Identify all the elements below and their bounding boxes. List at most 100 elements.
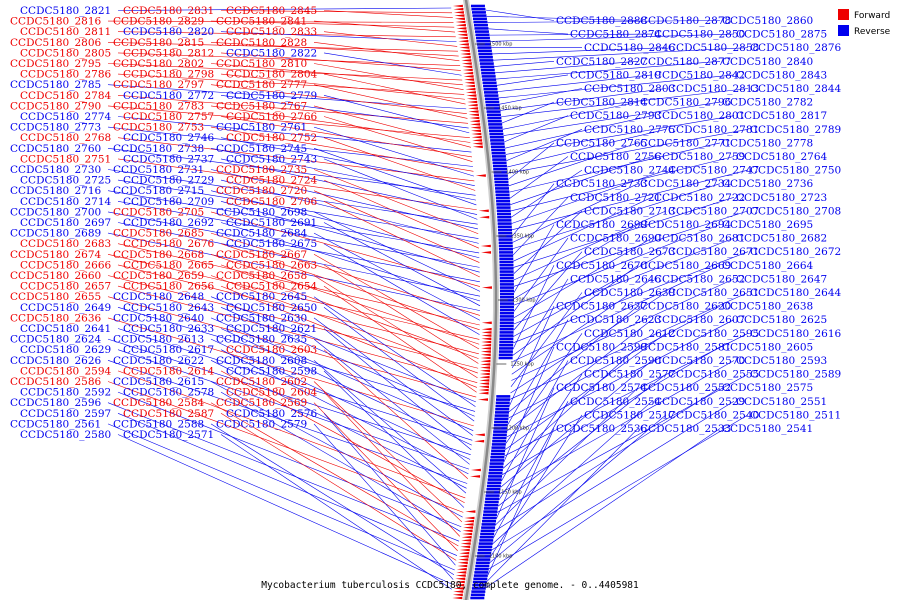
left-gene-label: CCDC5180_2822 [226,47,317,59]
left-label-connector [313,169,479,235]
reverse-gene [490,142,505,145]
reverse-gene [496,209,511,213]
left-label-connector [107,275,479,369]
left-gene-label: CCDC5180_2649 [20,302,111,314]
left-gene-label: CCDC5180_2777 [216,79,307,91]
right-label-connector [506,129,583,161]
right-gene-label: CCDC5180_2813 [668,83,759,95]
forward-gene [456,571,467,574]
legend: Forward Reverse [838,9,891,37]
left-label-connector [313,275,478,379]
forward-gene [481,286,492,289]
reverse-gene [484,503,499,507]
right-gene-label: CCDC5180_2599 [556,341,647,353]
forward-gene [459,548,470,552]
left-label-connector [313,20,456,33]
left-label-connector [107,338,471,455]
left-gene-label: CCDC5180_2674 [10,249,102,261]
reverse-gene [491,449,506,453]
reverse-gene [494,414,509,417]
forward-gene [462,65,473,69]
right-gene-label: CCDC5180_2744 [584,165,676,177]
right-label-connector [489,33,653,36]
reverse-gene [478,55,493,59]
forward-gene [459,49,470,53]
forward-gene [456,30,467,33]
right-gene-label: CCDC5180_2874 [570,29,662,41]
reverse-gene [486,487,501,491]
right-label-connector [502,101,639,130]
right-gene-label: CCDC5180_2620 [640,301,731,313]
right-label-connector [492,401,653,544]
genome-axis-line [464,0,498,600]
reverse-gene [487,478,502,481]
left-label-connector [323,179,480,249]
right-label-connector [506,129,667,168]
right-gene-label: CCDC5180_2672 [750,246,841,258]
forward-gene [478,209,489,213]
left-gene-label: CCDC5180_2621 [226,323,317,335]
left-gene-label: CCDC5180_2760 [10,143,101,155]
right-label-connector [513,251,583,331]
forward-gene [455,577,466,581]
left-label-connector [117,222,481,297]
left-gene-label: CCDC5180_2666 [20,259,112,271]
right-gene-label: CCDC5180_2623 [570,314,661,326]
reverse-gene [498,244,513,248]
forward-gene [479,369,490,373]
forward-gene [481,347,492,350]
left-label-connector [220,285,478,388]
left-gene-label: CCDC5180_2743 [226,153,317,165]
forward-gene [465,84,476,88]
right-label-connector [503,346,555,463]
left-label-connector [210,402,459,547]
right-label-connector [501,360,569,482]
reverse-gene [483,87,498,91]
reverse-gene [499,257,514,261]
forward-gene [462,532,473,536]
left-gene-label: CCDC5180_2624 [10,334,102,346]
right-label-connector [510,292,667,394]
reverse-gene [491,148,506,152]
right-gene-label: CCDC5180_2638 [722,301,813,313]
forward-gene [455,574,466,577]
right-gene-label: CCDC5180_2673 [584,246,675,258]
right-label-connector [494,61,555,67]
right-label-connector [504,115,569,143]
reverse-gene [477,46,492,49]
right-gene-label: CCDC5180_2771 [640,137,731,149]
left-gene-label: CCDC5180_2654 [226,281,318,293]
forward-gene [481,340,492,344]
forward-gene [481,343,492,347]
right-gene-label: CCDC5180_2671 [668,246,759,258]
reverse-gene [497,215,512,219]
right-label-connector [493,401,569,538]
forward-gene [464,519,475,523]
reverse-gene [497,222,512,225]
right-gene-label: CCDC5180_2877 [640,56,731,68]
left-label-connector [117,391,462,528]
right-label-connector [507,319,653,431]
right-gene-label: CCDC5180_2850 [654,29,745,41]
left-label-connector [313,254,480,350]
right-gene-label: CCDC5180_2575 [722,382,813,394]
reverse-gene [474,30,489,33]
reverse-gene [479,62,494,65]
right-label-connector [511,278,735,381]
left-label-connector [107,148,476,196]
right-label-connector [511,169,667,224]
right-label-connector [513,210,583,274]
right-gene-label: CCDC5180_2533 [640,423,731,435]
figure-caption: Mycobacterium tuberculosis CCDC5180, com… [261,580,639,591]
forward-gene [478,398,489,401]
right-gene-label: CCDC5180_2775 [584,124,675,136]
reverse-gene [497,219,512,222]
right-gene-label: CCDC5180_2647 [736,273,827,285]
reverse-gene [499,302,514,305]
right-gene-label: CCDC5180_2733 [556,178,647,190]
forward-gene [463,526,474,529]
forward-gene [470,468,481,472]
left-gene-label: CCDC5180_2724 [226,175,318,187]
left-gene-label: CCDC5180_2829 [113,16,204,28]
